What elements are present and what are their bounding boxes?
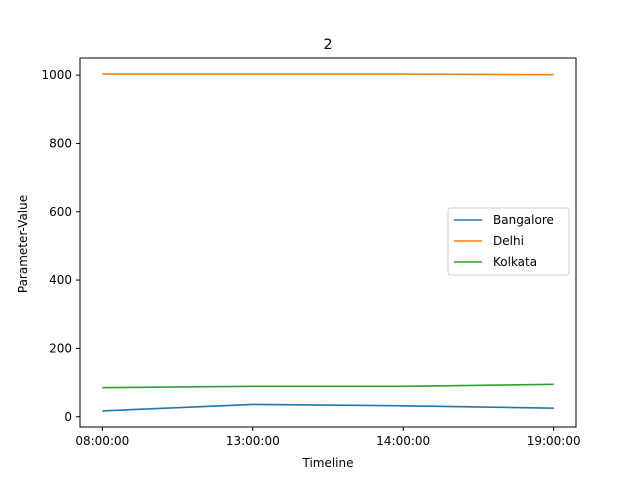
legend-box (447, 207, 570, 276)
y-tick-label: 400 (49, 273, 72, 287)
series-line-bangalore (102, 403, 554, 412)
legend-label: Kolkata (493, 255, 537, 269)
legend: Bangalore Delhi Kolkata (447, 207, 570, 276)
x-tick-label: 14:00:00 (376, 434, 430, 448)
y-tick-label: 600 (49, 205, 72, 219)
y-tick-label: 0 (64, 410, 72, 424)
y-tick-label: 1000 (41, 68, 72, 82)
x-tick-label: 08:00:00 (75, 434, 129, 448)
y-tick-label: 800 (49, 136, 72, 150)
legend-label: Bangalore (493, 213, 554, 227)
x-axis-label: Timeline (301, 456, 353, 470)
plot-frame (79, 57, 577, 428)
series-line-kolkata (102, 383, 554, 389)
legend-label: Delhi (493, 234, 524, 248)
chart-title: 2 (323, 37, 332, 53)
x-tick-label: 13:00:00 (226, 434, 280, 448)
x-tick-label: 19:00:00 (527, 434, 581, 448)
plot-area: 08:00:00 13:00:00 14:00:00 19:00:00 0 200 400 6… (41, 57, 581, 448)
y-tick-label: 200 (49, 341, 72, 355)
y-axis-label: Parameter-Value (16, 195, 30, 293)
series-line-delhi (102, 73, 554, 76)
